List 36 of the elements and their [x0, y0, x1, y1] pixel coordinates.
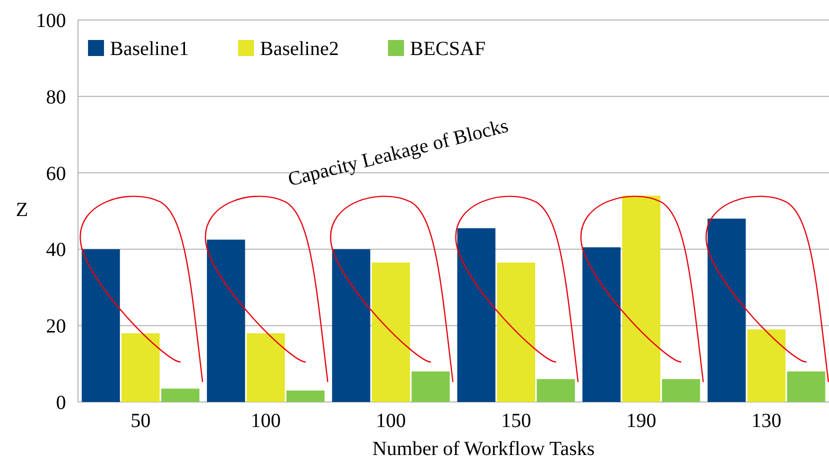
x-tick-label: 150	[501, 410, 532, 432]
bar	[708, 218, 746, 402]
bar	[457, 228, 496, 402]
y-tick-label: 40	[46, 239, 66, 262]
bar	[412, 371, 450, 402]
legend-label: Baseline2	[260, 38, 339, 60]
bar	[82, 249, 120, 402]
annotation: Capacity Leakage of Blocks	[286, 114, 511, 191]
legend-label: Baseline1	[110, 38, 189, 60]
bar	[497, 262, 536, 402]
bar	[246, 333, 285, 402]
bar	[161, 388, 200, 402]
x-axis-title: Number of Workflow Tasks	[372, 438, 595, 460]
legend-label: BECSAF	[410, 38, 486, 60]
y-tick-label: 60	[46, 162, 66, 185]
y-tick-label: 80	[46, 86, 66, 108]
bar	[286, 390, 325, 402]
x-tick-label: 100	[376, 410, 406, 432]
bar	[332, 249, 370, 402]
bar	[536, 379, 575, 402]
y-tick-label: 100	[36, 10, 66, 32]
bar	[662, 379, 700, 402]
bar	[747, 329, 786, 402]
bar	[206, 240, 246, 402]
x-tick-label: 130	[751, 410, 782, 432]
bar	[582, 247, 621, 402]
x-tick-label: 190	[626, 410, 656, 432]
bar	[787, 371, 826, 402]
y-tick-label: 20	[46, 316, 66, 338]
bar	[622, 196, 660, 402]
x-tick-label: 100	[250, 410, 281, 432]
y-tick-label: 0	[56, 392, 66, 414]
bar	[372, 262, 410, 402]
y-axis-title: Z	[16, 199, 28, 221]
bar	[122, 333, 160, 402]
x-tick-label: 50	[130, 410, 151, 432]
